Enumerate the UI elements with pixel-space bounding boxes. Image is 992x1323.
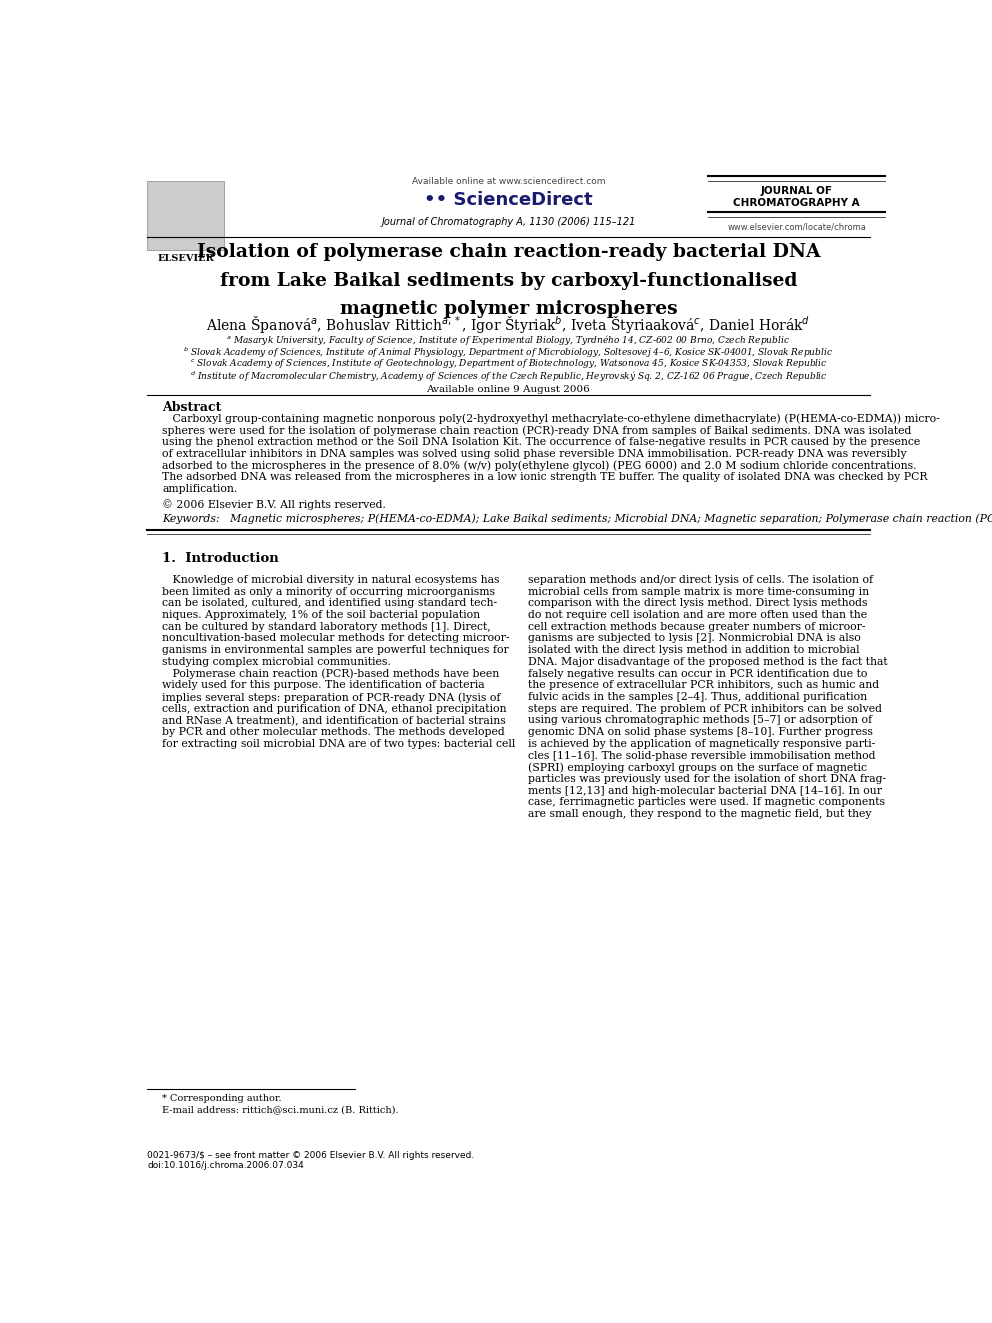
Text: from Lake Baikal sediments by carboxyl-functionalised: from Lake Baikal sediments by carboxyl-f… bbox=[219, 271, 798, 290]
Text: implies several steps: preparation of PCR-ready DNA (lysis of: implies several steps: preparation of PC… bbox=[163, 692, 501, 703]
Text: do not require cell isolation and are more often used than the: do not require cell isolation and are mo… bbox=[528, 610, 867, 620]
Text: been limited as only a minority of occurring microorganisms: been limited as only a minority of occur… bbox=[163, 586, 495, 597]
Text: are small enough, they respond to the magnetic field, but they: are small enough, they respond to the ma… bbox=[528, 810, 871, 819]
Text: falsely negative results can occur in PCR identification due to: falsely negative results can occur in PC… bbox=[528, 668, 867, 679]
Text: $^{c}$ Slovak Academy of Sciences, Institute of Geotechnology, Department of Bio: $^{c}$ Slovak Academy of Sciences, Insti… bbox=[189, 357, 827, 370]
Text: * Corresponding author.: * Corresponding author. bbox=[163, 1094, 282, 1103]
Text: using various chromatographic methods [5–7] or adsorption of: using various chromatographic methods [5… bbox=[528, 716, 872, 725]
Text: Abstract: Abstract bbox=[163, 401, 222, 414]
Text: isolated with the direct lysis method in addition to microbial: isolated with the direct lysis method in… bbox=[528, 646, 859, 655]
Text: Alena Španová$^{a}$, Bohuslav Rittich$^{a,*}$, Igor Štyriak$^{b}$, Iveta Štyriaa: Alena Španová$^{a}$, Bohuslav Rittich$^{… bbox=[206, 314, 810, 335]
Text: magnetic polymer microspheres: magnetic polymer microspheres bbox=[339, 300, 678, 319]
Text: ganisms in environmental samples are powerful techniques for: ganisms in environmental samples are pow… bbox=[163, 646, 509, 655]
Text: E-mail address: rittich@sci.muni.cz (B. Rittich).: E-mail address: rittich@sci.muni.cz (B. … bbox=[163, 1105, 399, 1114]
Text: (SPRI) employing carboxyl groups on the surface of magnetic: (SPRI) employing carboxyl groups on the … bbox=[528, 762, 867, 773]
Text: spheres were used for the isolation of polymerase chain reaction (PCR)-ready DNA: spheres were used for the isolation of p… bbox=[163, 425, 912, 435]
Text: can be isolated, cultured, and identified using standard tech-: can be isolated, cultured, and identifie… bbox=[163, 598, 498, 609]
Text: 0021-9673/$ – see front matter © 2006 Elsevier B.V. All rights reserved.: 0021-9673/$ – see front matter © 2006 El… bbox=[147, 1151, 474, 1160]
Text: Polymerase chain reaction (PCR)-based methods have been: Polymerase chain reaction (PCR)-based me… bbox=[163, 668, 500, 679]
Text: fulvic acids in the samples [2–4]. Thus, additional purification: fulvic acids in the samples [2–4]. Thus,… bbox=[528, 692, 867, 703]
Text: the presence of extracellular PCR inhibitors, such as humic and: the presence of extracellular PCR inhibi… bbox=[528, 680, 879, 691]
Text: Available online at www.sciencedirect.com: Available online at www.sciencedirect.co… bbox=[412, 177, 605, 187]
Text: ganisms are subjected to lysis [2]. Nonmicrobial DNA is also: ganisms are subjected to lysis [2]. Nonm… bbox=[528, 634, 860, 643]
Text: steps are required. The problem of PCR inhibitors can be solved: steps are required. The problem of PCR i… bbox=[528, 704, 882, 714]
Bar bbox=[147, 181, 224, 250]
Text: $^{b}$ Slovak Academy of Sciences, Institute of Animal Physiology, Department of: $^{b}$ Slovak Academy of Sciences, Insti… bbox=[184, 345, 833, 360]
Text: separation methods and/or direct lysis of cells. The isolation of: separation methods and/or direct lysis o… bbox=[528, 576, 873, 585]
Text: Isolation of polymerase chain reaction-ready bacterial DNA: Isolation of polymerase chain reaction-r… bbox=[196, 243, 820, 262]
Text: widely used for this purpose. The identification of bacteria: widely used for this purpose. The identi… bbox=[163, 680, 485, 691]
Text: particles was previously used for the isolation of short DNA frag-: particles was previously used for the is… bbox=[528, 774, 886, 785]
Text: CHROMATOGRAPHY A: CHROMATOGRAPHY A bbox=[733, 198, 860, 209]
Text: •• ScienceDirect: •• ScienceDirect bbox=[425, 192, 592, 209]
Text: 1.  Introduction: 1. Introduction bbox=[163, 553, 279, 565]
Text: cles [11–16]. The solid-phase reversible immobilisation method: cles [11–16]. The solid-phase reversible… bbox=[528, 750, 875, 761]
Text: for extracting soil microbial DNA are of two types: bacterial cell: for extracting soil microbial DNA are of… bbox=[163, 740, 516, 749]
Text: JOURNAL OF: JOURNAL OF bbox=[761, 187, 832, 196]
Text: studying complex microbial communities.: studying complex microbial communities. bbox=[163, 658, 391, 667]
Text: ments [12,13] and high-molecular bacterial DNA [14–16]. In our: ments [12,13] and high-molecular bacteri… bbox=[528, 786, 882, 795]
Text: comparison with the direct lysis method. Direct lysis methods: comparison with the direct lysis method.… bbox=[528, 598, 867, 609]
Text: DNA. Major disadvantage of the proposed method is the fact that: DNA. Major disadvantage of the proposed … bbox=[528, 658, 887, 667]
Text: is achieved by the application of magnetically responsive parti-: is achieved by the application of magnet… bbox=[528, 740, 875, 749]
Text: © 2006 Elsevier B.V. All rights reserved.: © 2006 Elsevier B.V. All rights reserved… bbox=[163, 500, 386, 511]
Text: Journal of Chromatography A, 1130 (2006) 115–121: Journal of Chromatography A, 1130 (2006)… bbox=[381, 217, 636, 226]
Text: Available online 9 August 2006: Available online 9 August 2006 bbox=[427, 385, 590, 394]
Text: $^{d}$ Institute of Macromolecular Chemistry, Academy of Sciences of the Czech R: $^{d}$ Institute of Macromolecular Chemi… bbox=[189, 369, 827, 384]
Text: The adsorbed DNA was released from the microspheres in a low ionic strength TE b: The adsorbed DNA was released from the m… bbox=[163, 472, 928, 482]
Text: microbial cells from sample matrix is more time-consuming in: microbial cells from sample matrix is mo… bbox=[528, 586, 869, 597]
Text: by PCR and other molecular methods. The methods developed: by PCR and other molecular methods. The … bbox=[163, 728, 505, 737]
Text: can be cultured by standard laboratory methods [1]. Direct,: can be cultured by standard laboratory m… bbox=[163, 622, 491, 632]
Text: amplification.: amplification. bbox=[163, 484, 238, 493]
Text: www.elsevier.com/locate/chroma: www.elsevier.com/locate/chroma bbox=[727, 224, 866, 232]
Text: Keywords:   Magnetic microspheres; P(HEMA-co-EDMA); Lake Baikal sediments; Micro: Keywords: Magnetic microspheres; P(HEMA-… bbox=[163, 513, 992, 524]
Text: niques. Approximately, 1% of the soil bacterial population: niques. Approximately, 1% of the soil ba… bbox=[163, 610, 480, 620]
Text: $^{a}$ Masaryk University, Faculty of Science, Institute of Experimental Biology: $^{a}$ Masaryk University, Faculty of Sc… bbox=[226, 333, 791, 347]
Text: genomic DNA on solid phase systems [8–10]. Further progress: genomic DNA on solid phase systems [8–10… bbox=[528, 728, 873, 737]
Text: cells, extraction and purification of DNA, ethanol precipitation: cells, extraction and purification of DN… bbox=[163, 704, 507, 714]
Text: and RNase A treatment), and identification of bacterial strains: and RNase A treatment), and identificati… bbox=[163, 716, 506, 726]
Text: cell extraction methods because greater numbers of microor-: cell extraction methods because greater … bbox=[528, 622, 865, 632]
Text: Carboxyl group-containing magnetic nonporous poly(2-hydroxyethyl methacrylate-co: Carboxyl group-containing magnetic nonpo… bbox=[163, 413, 940, 423]
Text: doi:10.1016/j.chroma.2006.07.034: doi:10.1016/j.chroma.2006.07.034 bbox=[147, 1162, 304, 1170]
Text: case, ferrimagnetic particles were used. If magnetic components: case, ferrimagnetic particles were used.… bbox=[528, 798, 885, 807]
Text: Knowledge of microbial diversity in natural ecosystems has: Knowledge of microbial diversity in natu… bbox=[163, 576, 500, 585]
Text: of extracellular inhibitors in DNA samples was solved using solid phase reversib: of extracellular inhibitors in DNA sampl… bbox=[163, 448, 907, 459]
Text: using the phenol extraction method or the Soil DNA Isolation Kit. The occurrence: using the phenol extraction method or th… bbox=[163, 437, 921, 447]
Text: noncultivation-based molecular methods for detecting microor-: noncultivation-based molecular methods f… bbox=[163, 634, 510, 643]
Text: adsorbed to the microspheres in the presence of 8.0% (w/v) poly(ethylene glycol): adsorbed to the microspheres in the pres… bbox=[163, 460, 917, 471]
Text: ELSEVIER: ELSEVIER bbox=[157, 254, 214, 262]
